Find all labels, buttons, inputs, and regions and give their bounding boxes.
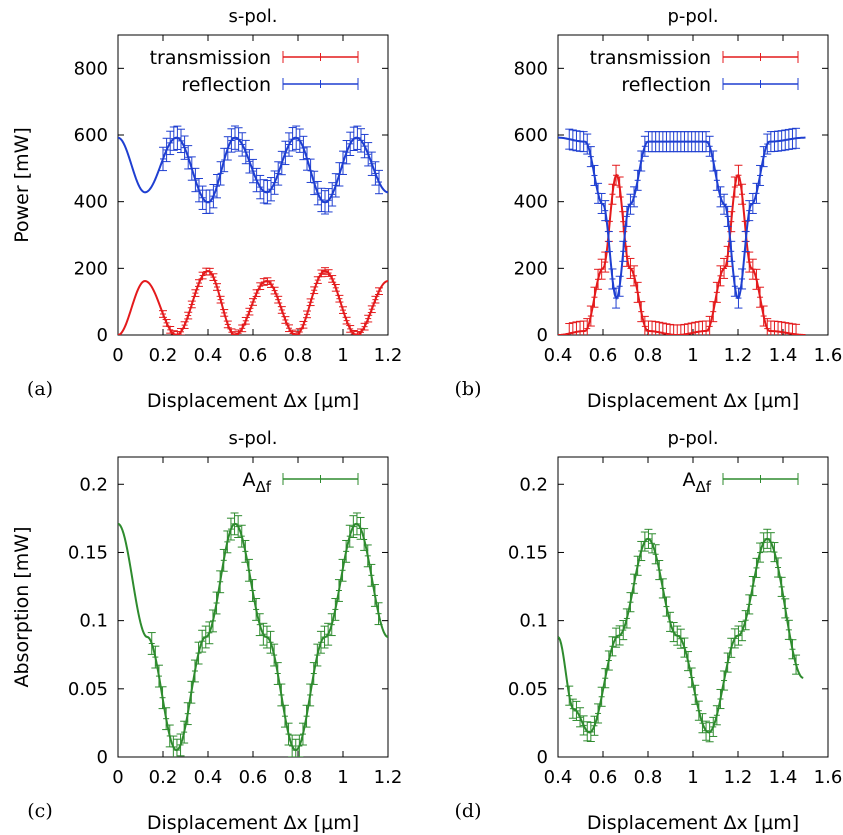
- chart-panel-b: p-pol. 0.4 0.6 0.8 1 1.2 1.4 1.6 0 200 400 600 800 Di…: [455, 6, 843, 412]
- x-tick-label: 0.2: [149, 767, 178, 788]
- x-tick-label: 1: [687, 345, 698, 366]
- legend-label-subscript: Δf: [255, 478, 271, 496]
- chart-panel-c: s-pol. 0 0.2 0.4 0.6 0.8 1 1.2 0 0.05 0.1 0.15 0.2 Di…: [11, 428, 402, 834]
- x-tick-label: 1.6: [814, 345, 843, 366]
- x-tick-label: 1: [687, 767, 698, 788]
- y-tick-label: 0: [537, 747, 548, 768]
- series-transmission: [558, 164, 806, 335]
- series-a: [558, 528, 804, 743]
- plot-frame: [117, 456, 389, 758]
- y-tick-label: 200: [74, 258, 108, 279]
- x-tick-label: 0.6: [239, 767, 268, 788]
- y-tick-label: 800: [74, 58, 108, 79]
- y-tick-label: 800: [514, 58, 548, 79]
- legend-label-subscript: Δf: [695, 478, 711, 496]
- x-tick-label: 1.2: [724, 345, 753, 366]
- y-tick-label: 0.2: [79, 474, 108, 495]
- x-tick-label: 0.8: [284, 345, 313, 366]
- x-tick-label: 0.8: [284, 767, 313, 788]
- series-reflection: [558, 127, 806, 309]
- series-line: [118, 522, 388, 752]
- chart-panel-d: p-pol. 0.4 0.6 0.8 1 1.2 1.4 1.6 0 0.05 0.1 0.15 0.2…: [455, 428, 843, 834]
- chart-title: s-pol.: [228, 428, 277, 449]
- y-tick-label: 400: [74, 192, 108, 213]
- x-tick-label: 0: [112, 345, 123, 366]
- x-tick-label: 1.2: [724, 767, 753, 788]
- x-tick-label: 1.4: [769, 345, 798, 366]
- series-line: [558, 136, 806, 300]
- x-tick-label: 1.2: [374, 767, 403, 788]
- y-tick-label: 600: [514, 125, 548, 146]
- y-tick-label: 400: [514, 192, 548, 213]
- x-tick-label: 0.4: [194, 345, 223, 366]
- x-tick-label: 0.4: [544, 767, 573, 788]
- y-tick-label: 0.05: [68, 679, 108, 700]
- y-tick-label: 0: [537, 325, 548, 346]
- panel-letter: (a): [27, 378, 53, 400]
- series-reflection: [118, 125, 388, 215]
- x-tick-label: 1: [337, 767, 348, 788]
- x-tick-label: 1.2: [374, 345, 403, 366]
- y-axis-label: Absorption [mW]: [11, 526, 33, 687]
- x-tick-label: 0.8: [634, 767, 663, 788]
- chart-title: p-pol.: [667, 6, 718, 27]
- x-tick-label: 0.2: [149, 345, 178, 366]
- series-a: [118, 512, 388, 757]
- panel-letter: (b): [455, 378, 482, 400]
- y-tick-label: 0.15: [508, 542, 548, 563]
- y-tick-label: 0.05: [508, 679, 548, 700]
- x-tick-label: 0: [112, 767, 123, 788]
- x-axis-label: Displacement Δx [μm]: [587, 812, 799, 834]
- x-tick-label: 0.6: [589, 345, 618, 366]
- y-tick-label: 200: [514, 258, 548, 279]
- legend-label: transmission: [150, 47, 271, 69]
- x-tick-label: 1: [337, 345, 348, 366]
- y-tick-label: 0.2: [519, 474, 548, 495]
- x-tick-label: 0.8: [634, 345, 663, 366]
- x-axis-label: Displacement Δx [μm]: [587, 390, 799, 412]
- x-axis-label: Displacement Δx [μm]: [147, 812, 359, 834]
- y-tick-label: 0.15: [68, 542, 108, 563]
- x-tick-label: 0.4: [544, 345, 573, 366]
- chart-title: p-pol.: [667, 428, 718, 449]
- y-tick-label: 0: [97, 747, 108, 768]
- panel-letter: (c): [27, 800, 52, 822]
- y-tick-label: 0: [97, 325, 108, 346]
- x-tick-label: 1.4: [769, 767, 798, 788]
- series-transmission: [118, 267, 388, 335]
- legend-label: reflection: [621, 74, 711, 96]
- chart-panel-a: s-pol. 0 0.2 0.4 0.6 0.8 1 1.2 0 200 400 600 800 Disp…: [11, 6, 402, 412]
- legend-label-main: A: [682, 469, 695, 491]
- x-axis-label: Displacement Δx [μm]: [147, 390, 359, 412]
- legend-label: transmission: [590, 47, 711, 69]
- x-tick-label: 0.4: [194, 767, 223, 788]
- legend-label: AΔf: [682, 469, 711, 496]
- x-tick-label: 0.6: [589, 767, 618, 788]
- panel-letter: (d): [455, 800, 482, 822]
- legend-label: reflection: [181, 74, 271, 96]
- x-tick-label: 1.6: [814, 767, 843, 788]
- series-line: [558, 173, 806, 335]
- y-axis-label: Power [mW]: [11, 127, 33, 243]
- y-tick-label: 0.1: [79, 611, 108, 632]
- y-tick-label: 0.1: [519, 611, 548, 632]
- chart-title: s-pol.: [228, 6, 277, 27]
- legend-label-main: A: [242, 469, 255, 491]
- x-tick-label: 0.6: [239, 345, 268, 366]
- y-tick-label: 600: [74, 125, 108, 146]
- legend-label: AΔf: [242, 469, 271, 496]
